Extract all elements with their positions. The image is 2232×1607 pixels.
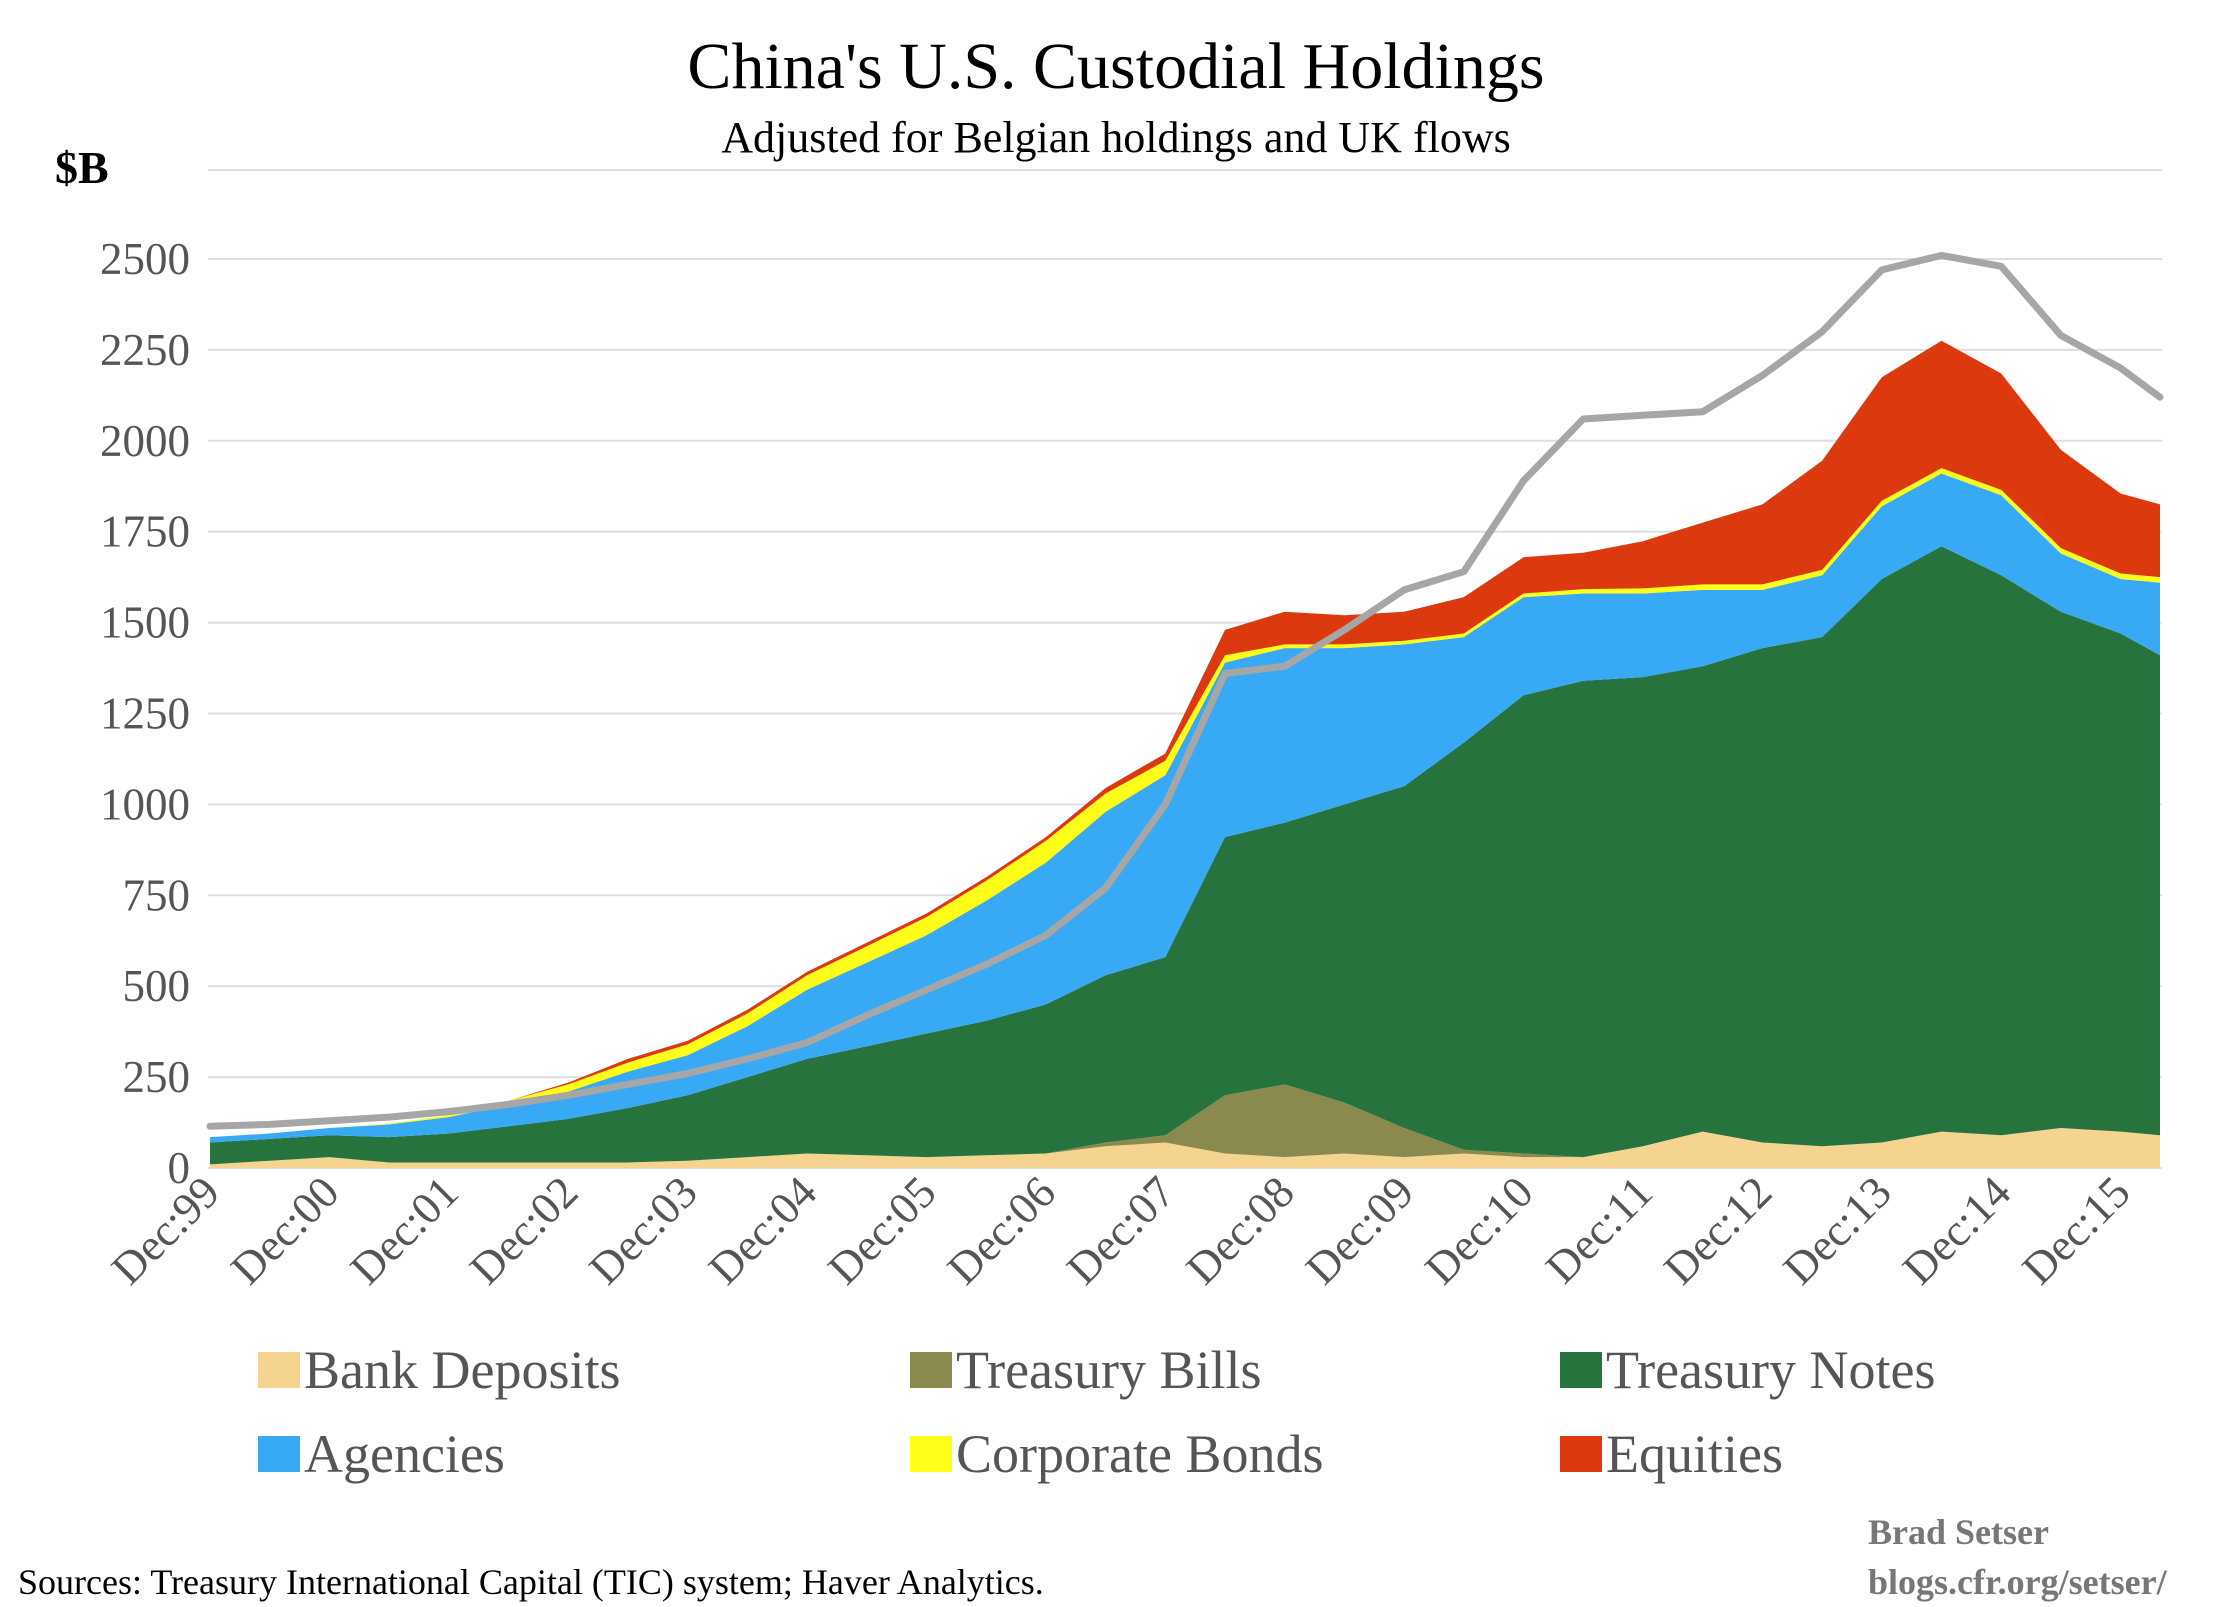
x-tick-label: Dec:00: [221, 1167, 348, 1294]
x-axis-ticks: Dec:99Dec:00Dec:01Dec:02Dec:03Dec:04Dec:…: [102, 1167, 2140, 1294]
y-axis-ticks: 0 250 500 750 1000 1250 1500 1750 2000 2250 2500: [100, 234, 190, 1193]
x-tick-label: Dec:07: [1057, 1167, 1184, 1294]
y-tick-label: 1250: [100, 689, 190, 739]
x-tick-label: Dec:02: [460, 1167, 587, 1294]
area-equities: [210, 340, 2160, 1138]
y-tick-label: 1000: [100, 779, 190, 829]
source-note: Sources: Treasury International Capital …: [18, 1562, 1044, 1602]
x-tick-label: Dec:01: [341, 1167, 468, 1294]
legend-label-corporate-bonds: Corporate Bonds: [956, 1424, 1323, 1484]
legend-swatch-equities: [1560, 1436, 1602, 1472]
area-treasury-notes: [210, 546, 2160, 1165]
x-tick-label: Dec:15: [2012, 1167, 2139, 1294]
legend-swatch-agencies: [258, 1436, 300, 1472]
legend-swatch-bank-deposits: [258, 1352, 300, 1388]
area-bank-deposits: [210, 1128, 2160, 1168]
chart-title: China's U.S. Custodial Holdings: [687, 30, 1544, 103]
stacked-areas: [210, 340, 2160, 1168]
area-treasury-bills: [210, 1084, 2160, 1165]
x-tick-label: Dec:05: [818, 1167, 945, 1294]
credit-url: blogs.cfr.org/setser/: [1868, 1562, 2168, 1602]
y-tick-label: 0: [168, 1143, 191, 1193]
x-tick-label: Dec:11: [1536, 1167, 1662, 1293]
chart-subtitle: Adjusted for Belgian holdings and UK flo…: [721, 113, 1510, 162]
legend-swatch-corporate-bonds: [910, 1436, 952, 1472]
y-tick-label: 1500: [100, 598, 190, 648]
x-tick-label: Dec:03: [579, 1167, 706, 1294]
y-unit-label: $B: [55, 142, 109, 193]
y-tick-label: 1750: [100, 507, 190, 557]
legend-label-equities: Equities: [1606, 1424, 1783, 1484]
legend-label-bank-deposits: Bank Deposits: [304, 1340, 621, 1400]
x-tick-label: Dec:12: [1654, 1167, 1781, 1294]
legend-label-treasury-bills: Treasury Bills: [956, 1340, 1262, 1400]
x-tick-label: Dec:13: [1774, 1167, 1901, 1294]
x-tick-label: Dec:14: [1893, 1167, 2020, 1294]
y-tick-label: 500: [123, 961, 191, 1011]
legend-label-agencies: Agencies: [304, 1424, 505, 1484]
total-line-layer: [206, 251, 2164, 1130]
area-agencies: [210, 473, 2160, 1143]
x-tick-label: Dec:99: [102, 1167, 229, 1294]
y-tick-label: 2250: [100, 325, 190, 375]
x-tick-label: Dec:10: [1415, 1167, 1542, 1294]
y-tick-label: 2500: [100, 234, 190, 284]
legend-label-treasury-notes: Treasury Notes: [1606, 1340, 1935, 1400]
x-tick-label: Dec:08: [1177, 1167, 1304, 1294]
credit-author: Brad Setser: [1868, 1512, 2049, 1552]
y-tick-label: 750: [123, 870, 191, 920]
x-tick-label: Dec:04: [699, 1167, 826, 1294]
y-tick-label: 2000: [100, 416, 190, 466]
x-tick-label: Dec:06: [938, 1167, 1065, 1294]
legend: Bank Deposits Treasury Bills Treasury Note…: [258, 1340, 1935, 1484]
total-line: [206, 251, 2164, 1130]
legend-swatch-treasury-bills: [910, 1352, 952, 1388]
legend-swatch-treasury-notes: [1560, 1352, 1602, 1388]
y-tick-label: 250: [123, 1052, 191, 1102]
x-tick-label: Dec:09: [1296, 1167, 1423, 1294]
